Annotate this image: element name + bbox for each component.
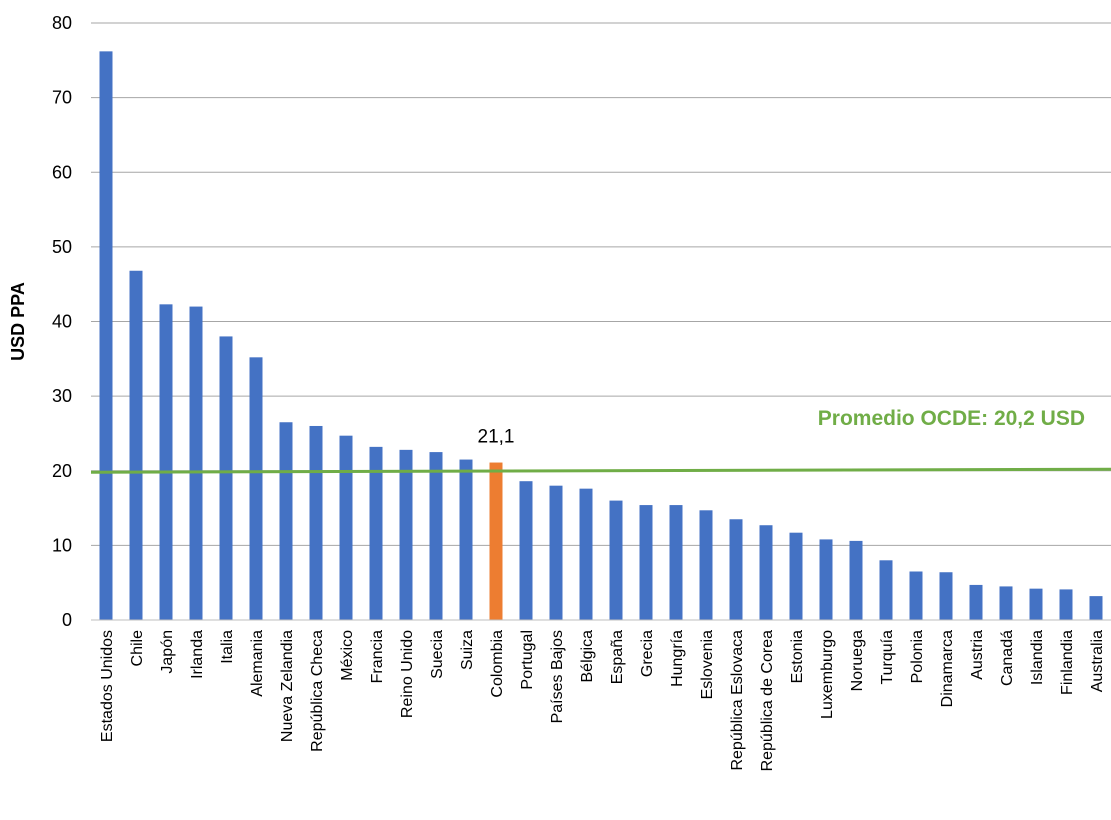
bars [99,51,1103,621]
y-tick-label: 20 [52,461,72,481]
bar-países-bajos [549,485,563,620]
x-tick-label: Noruega [849,630,866,691]
bar-turquía [879,560,893,620]
bar-bélgica [579,488,593,620]
x-tick-label: Portugal [519,630,536,690]
x-tick-label: Estados Unidos [99,630,116,742]
x-tick-label: Países Bajos [549,630,566,723]
bar-luxemburgo [819,539,833,620]
x-tick-label: Hungría [669,630,686,687]
bar-méxico [339,435,353,620]
x-tick-label: Chile [129,630,146,667]
y-tick-label: 40 [52,312,72,332]
bar-españa [609,500,623,620]
y-axis-ticks: 0 10 20 30 40 50 60 70 80 [52,13,72,630]
bar-noruega [849,540,863,620]
x-tick-label: Dinamarca [939,630,956,707]
bar-austria [969,584,983,620]
y-axis-label: USD PPA [8,282,28,361]
x-tick-label: México [339,630,356,681]
x-tick-label: Islandia [1029,630,1046,685]
y-tick-label: 30 [52,386,72,406]
x-tick-label: Turquía [879,630,896,685]
y-tick-label: 50 [52,237,72,257]
x-tick-label: Luxemburgo [819,630,836,719]
bar-finlandia [1059,589,1073,620]
x-tick-label: Austria [969,630,986,680]
y-tick-label: 10 [52,535,72,555]
x-axis-labels: Estados Unidos Chile Japón Irlanda Italia Ale… [99,630,1106,772]
bar-estados-unidos [99,51,113,621]
colombia-data-label: 21,1 [478,427,515,448]
x-tick-label: Suiza [459,630,476,670]
bar-irlanda [189,306,203,620]
x-tick-label: España [609,630,626,684]
x-tick-label: República Eslovaca [729,630,746,771]
bar-portugal [519,481,533,620]
x-tick-label: Finlandia [1059,630,1076,695]
x-tick-label: Nueva Zelandia [279,630,296,742]
bar-francia [369,446,383,620]
average-label: Promedio OCDE: 20,2 USD [818,407,1085,430]
x-tick-label: Japón [159,630,176,674]
average-line [90,467,1111,474]
grid-lines [91,22,1111,546]
bar-república-eslovaca [729,519,743,620]
y-tick-label: 0 [62,610,72,630]
bar-república-de-corea [759,525,773,620]
bar-suecia [429,452,443,620]
x-tick-label: Francia [369,630,386,683]
bar-nueva-zelandia [279,422,293,620]
bar-colombia [489,462,503,620]
x-tick-label: Eslovenia [699,630,716,699]
x-tick-label: Grecia [639,630,656,677]
x-tick-label: Bélgica [579,630,596,683]
bar-república-checa [309,425,323,620]
x-tick-label: Italia [219,630,236,664]
bar-islandia [1029,588,1043,620]
bar-hungría [669,505,683,620]
bar-eslovenia [699,510,713,620]
x-tick-label: Irlanda [189,630,206,679]
bar-reino-unido [399,449,413,620]
bar-grecia [639,505,653,620]
x-tick-label: Alemania [249,630,266,697]
y-tick-label: 60 [52,162,72,182]
x-tick-label: Reino Unido [399,630,416,718]
bar-estonia [789,532,803,620]
x-tick-label: Colombia [489,630,506,698]
bar-japón [159,304,173,620]
bar-suiza [459,459,473,620]
bar-italia [219,336,233,620]
bar-australia [1089,596,1103,620]
y-tick-label: 80 [52,13,72,33]
y-tick-label: 70 [52,88,72,108]
bar-polonia [909,571,923,620]
x-tick-label: Suecia [429,630,446,679]
x-tick-label: Polonia [909,630,926,683]
x-tick-label: Australia [1089,630,1106,692]
x-tick-label: República Checa [309,630,326,752]
bar-dinamarca [939,572,953,620]
bar-canadá [999,586,1013,620]
x-tick-label: Estonia [789,630,806,683]
x-tick-label: Canadá [999,630,1016,686]
x-tick-label: República de Corea [759,630,776,772]
bar-chile [129,270,143,620]
bar-alemania [249,357,263,620]
